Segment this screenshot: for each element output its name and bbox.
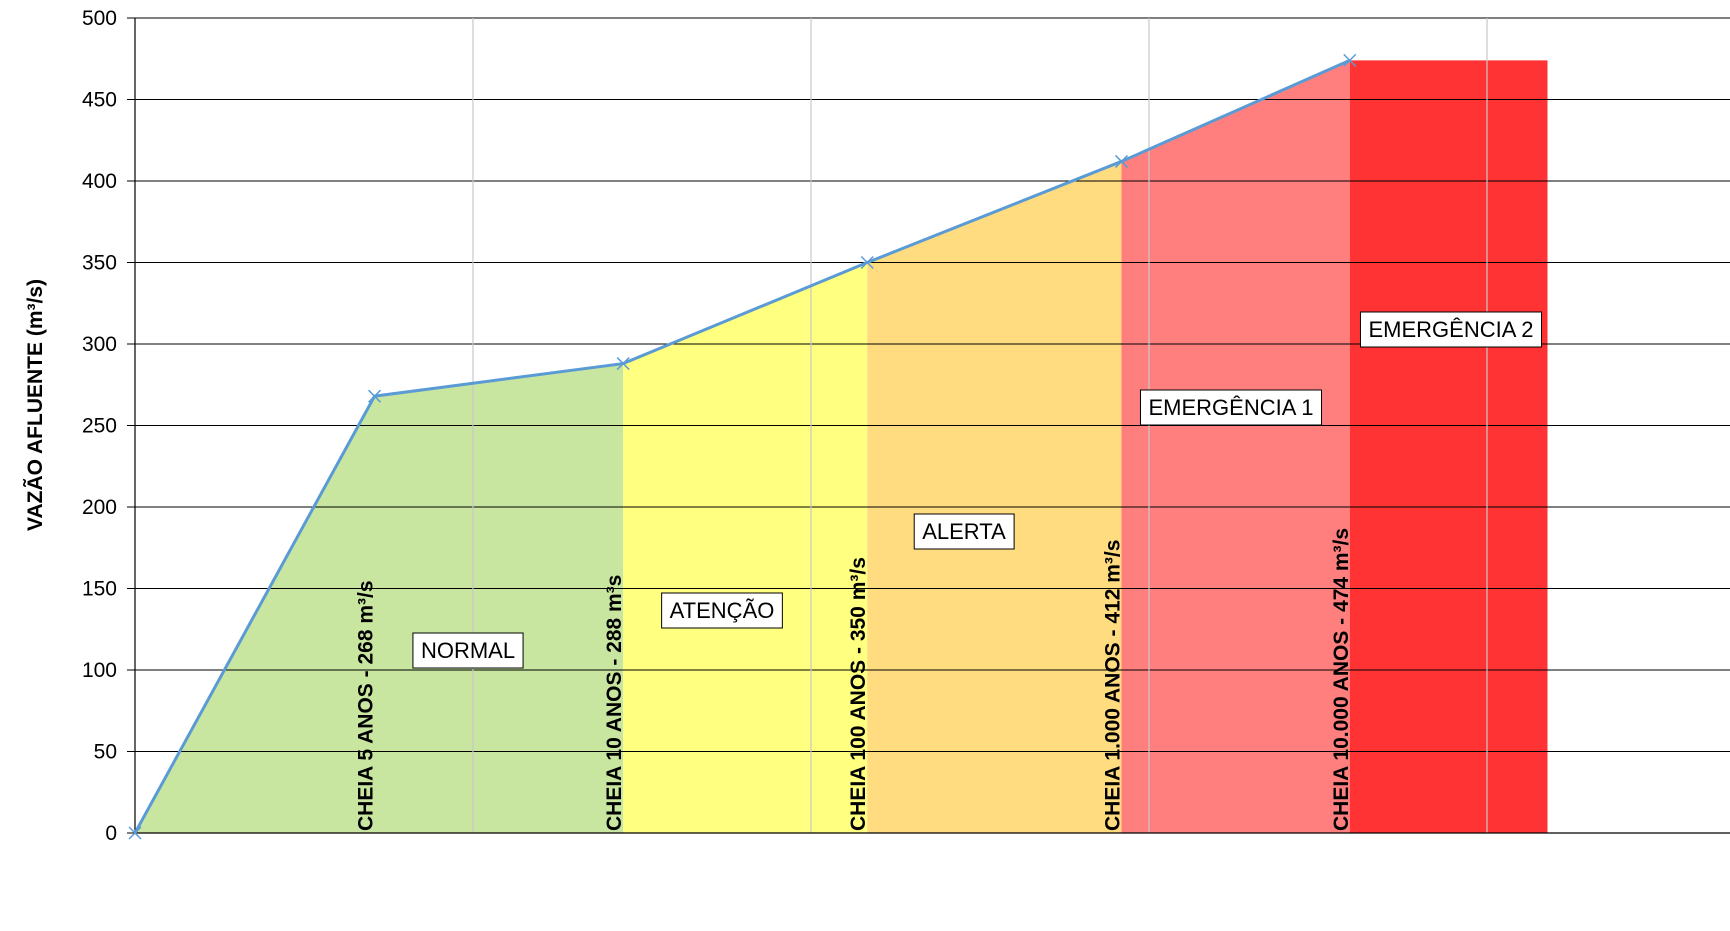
alert-zones [135,60,1548,833]
y-axis-label: VAZÃO AFLUENTE (m³/s) [24,279,47,531]
threshold-label: CHEIA 100 ANOS - 350 m³/s [847,557,870,831]
marker-stroke [1114,154,1129,168]
zone-fill-1 [135,363,624,833]
threshold-label: CHEIA 5 ANOS - 268 m³/s [355,580,378,831]
y-tick-label: 350 [82,252,117,275]
data-point-marker [860,255,874,270]
zone-label-text: EMERGÊNCIA 2 [1368,317,1533,342]
y-tick-label: 250 [82,415,117,438]
y-tick-label: 300 [82,333,117,356]
data-point-marker [1114,154,1129,168]
zone-label-5: EMERGÊNCIA 2 [1359,311,1543,348]
zone-label-box [913,513,1015,550]
zone-label-3: ALERTA [913,513,1015,550]
y-tick-label: 500 [82,7,117,30]
threshold-labels: CHEIA 5 ANOS - 268 m³/s CHEIA 10 ANOS - 2… [355,528,1353,831]
y-axis-ticks: 0 50 100 150 200 250 300 350 400 450 500 [82,7,135,845]
zone-label-text: EMERGÊNCIA 1 [1148,395,1313,420]
threshold-label: CHEIA 10.000 ANOS - 474 m³/s [1330,528,1353,831]
zone-label-1: NORMAL [412,632,524,669]
y-tick-label: 200 [82,496,117,519]
zone-label-text: ALERTA [922,519,1006,544]
threshold-label: CHEIA 1.000 ANOS - 412 m³/s [1101,540,1124,831]
data-point-marker [368,389,382,403]
zone-labels: NORMAL ATENÇÃO ALERTA EMERGÊNCIA 1 EMERGÊNCI… [412,311,1543,669]
zone-fill-4 [1121,60,1350,833]
zone-label-box [661,592,783,629]
threshold-label: CHEIA 10 ANOS - 288 m³s [603,575,626,831]
zone-fill-2 [623,262,868,833]
marker-stroke [1343,53,1357,67]
marker-stroke [860,255,874,270]
data-point-marker [128,826,142,840]
zone-label-text: NORMAL [421,638,515,663]
zone-label-box [1359,311,1543,348]
marker-stroke [368,389,382,403]
gridlines [135,17,1730,834]
data-point-marker [616,357,630,371]
zone-label-box [1139,389,1323,426]
zone-fill-5 [1349,60,1548,833]
inflow-polyline [133,59,1351,834]
y-tick-label: 50 [94,741,117,764]
marker-stroke [616,357,630,371]
zone-label-text: ATENÇÃO [670,598,775,623]
zone-label-box [412,632,524,669]
data-point-marker [1343,53,1357,67]
y-tick-label: 400 [82,170,117,193]
y-tick-label: 100 [82,659,117,682]
inflow-line [128,53,1357,840]
axes [134,18,1730,834]
y-tick-label: 450 [82,89,117,112]
marker-stroke [128,826,142,840]
y-tick-label: 150 [82,578,117,601]
y-tick-label: 0 [105,822,117,845]
zone-label-2: ATENÇÃO [661,592,783,629]
zone-fill-3 [867,161,1122,833]
zone-label-4: EMERGÊNCIA 1 [1139,389,1323,426]
